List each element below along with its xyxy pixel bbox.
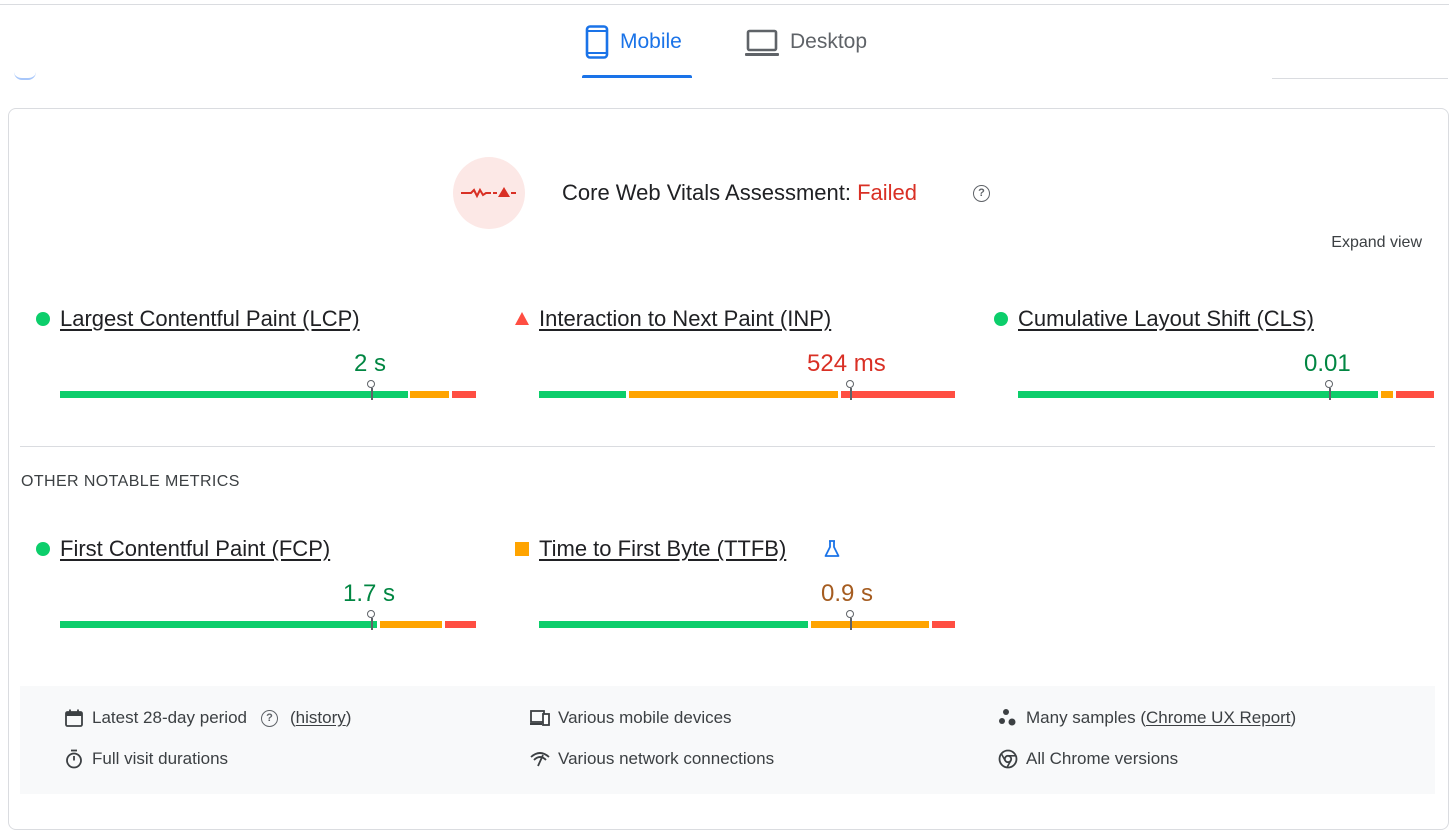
devices-info: Various mobile devices bbox=[530, 708, 732, 728]
metric-name[interactable]: First Contentful Paint (FCP) bbox=[60, 536, 331, 561]
help-circle-icon[interactable]: ? bbox=[973, 185, 990, 202]
partial-decoration bbox=[14, 72, 36, 80]
period-label: Latest 28-day period bbox=[92, 708, 247, 727]
good-segment bbox=[539, 621, 808, 628]
p75-marker bbox=[846, 380, 856, 400]
mobile-icon bbox=[585, 25, 609, 59]
metric-lcp: Largest Contentful Paint (LCP) 2 s bbox=[36, 304, 476, 414]
metric-value: 524 ms bbox=[807, 350, 886, 377]
distribution-bar bbox=[539, 391, 955, 398]
good-indicator-icon bbox=[36, 542, 50, 556]
active-tab-indicator bbox=[582, 75, 692, 78]
samples-info: Many samples (Chrome UX Report) bbox=[998, 708, 1296, 728]
network-info: Various network connections bbox=[530, 749, 774, 769]
network-icon bbox=[530, 752, 550, 767]
metric-value: 1.7 s bbox=[343, 580, 396, 607]
pulse-warning-icon bbox=[461, 187, 516, 199]
poor-segment bbox=[452, 391, 476, 398]
chrome-ux-report-link[interactable]: Chrome UX Report bbox=[1145, 708, 1291, 727]
poor-segment bbox=[1396, 391, 1434, 398]
p75-marker bbox=[1325, 380, 1335, 400]
stopwatch-icon bbox=[66, 749, 82, 769]
other-metrics-heading: OTHER NOTABLE METRICS bbox=[21, 473, 240, 490]
good-segment bbox=[539, 391, 626, 398]
laptop-icon bbox=[745, 29, 779, 56]
period-info: Latest 28-day period ? (history) bbox=[64, 708, 351, 728]
samples-label: Many samples ( bbox=[1026, 708, 1146, 727]
needs-improvement-segment bbox=[629, 391, 838, 398]
chrome-icon bbox=[998, 749, 1018, 769]
p75-marker bbox=[367, 380, 377, 400]
history-close-paren: ) bbox=[345, 708, 352, 727]
poor-indicator-icon bbox=[515, 312, 529, 325]
tab-mobile-label: Mobile bbox=[620, 30, 682, 53]
metric-inp: Interaction to Next Paint (INP) 524 ms bbox=[515, 304, 955, 414]
samples-close-paren: ) bbox=[1290, 708, 1297, 727]
devices-icon bbox=[530, 710, 550, 726]
experimental-beaker-icon[interactable] bbox=[824, 540, 840, 558]
needs-improvement-segment bbox=[811, 621, 929, 628]
failed-vitals-icon bbox=[453, 157, 525, 229]
tab-desktop-label: Desktop bbox=[790, 30, 868, 53]
good-indicator-icon bbox=[36, 312, 50, 326]
versions-info: All Chrome versions bbox=[998, 749, 1178, 769]
poor-segment bbox=[445, 621, 476, 628]
metric-name[interactable]: Interaction to Next Paint (INP) bbox=[539, 306, 832, 331]
good-indicator-icon bbox=[994, 312, 1008, 326]
metric-value: 2 s bbox=[354, 350, 387, 377]
metric-value: 0.9 s bbox=[821, 580, 874, 607]
distribution-bar bbox=[539, 621, 955, 628]
good-segment bbox=[1018, 391, 1378, 398]
partial-divider bbox=[1272, 78, 1448, 79]
metric-fcp: First Contentful Paint (FCP) 1.7 s bbox=[36, 534, 476, 644]
metric-cls: Cumulative Layout Shift (CLS) 0.01 bbox=[994, 304, 1434, 414]
samples-icon bbox=[999, 709, 1016, 726]
calendar-icon bbox=[65, 709, 83, 727]
good-segment-tail bbox=[374, 391, 408, 398]
poor-segment bbox=[841, 391, 955, 398]
distribution-bar bbox=[60, 391, 476, 398]
distribution-bar bbox=[60, 621, 476, 628]
metric-name[interactable]: Largest Contentful Paint (LCP) bbox=[60, 306, 360, 331]
assessment-title: Core Web Vitals Assessment: Failed bbox=[562, 179, 917, 207]
help-circle-icon[interactable]: ? bbox=[261, 709, 278, 727]
section-divider bbox=[20, 446, 1435, 447]
metric-ttfb: Time to First Byte (TTFB) 0.9 s bbox=[515, 534, 955, 644]
needs-improvement-indicator-icon bbox=[515, 542, 529, 556]
device-tabs: Mobile Desktop bbox=[0, 22, 1449, 78]
top-border bbox=[0, 4, 1449, 5]
tab-desktop[interactable]: Desktop bbox=[744, 22, 884, 78]
tab-mobile[interactable]: Mobile bbox=[582, 22, 692, 78]
data-source-panel: Latest 28-day period ? (history) Various… bbox=[20, 686, 1435, 794]
network-label: Various network connections bbox=[558, 749, 775, 768]
p75-marker bbox=[367, 610, 377, 630]
expand-view-link[interactable]: Expand view bbox=[1331, 234, 1422, 251]
history-link[interactable]: history bbox=[295, 708, 346, 727]
assessment-status: Failed bbox=[857, 180, 918, 205]
durations-label: Full visit durations bbox=[92, 749, 229, 768]
distribution-bar bbox=[1018, 391, 1434, 398]
needs-improvement-segment bbox=[380, 621, 442, 628]
devices-label: Various mobile devices bbox=[558, 708, 732, 727]
metric-value: 0.01 bbox=[1304, 350, 1351, 377]
good-segment bbox=[60, 621, 377, 628]
poor-segment bbox=[932, 621, 955, 628]
assessment-label: Core Web Vitals Assessment: bbox=[562, 180, 858, 205]
durations-info: Full visit durations bbox=[64, 749, 228, 769]
versions-label: All Chrome versions bbox=[1026, 749, 1179, 768]
needs-improvement-segment bbox=[410, 391, 449, 398]
p75-marker bbox=[846, 610, 856, 630]
history-open-paren: ( bbox=[290, 708, 296, 727]
metric-name[interactable]: Time to First Byte (TTFB) bbox=[539, 536, 787, 561]
needs-improvement-segment bbox=[1381, 391, 1393, 398]
metric-name[interactable]: Cumulative Layout Shift (CLS) bbox=[1018, 306, 1314, 331]
good-segment bbox=[60, 391, 407, 398]
